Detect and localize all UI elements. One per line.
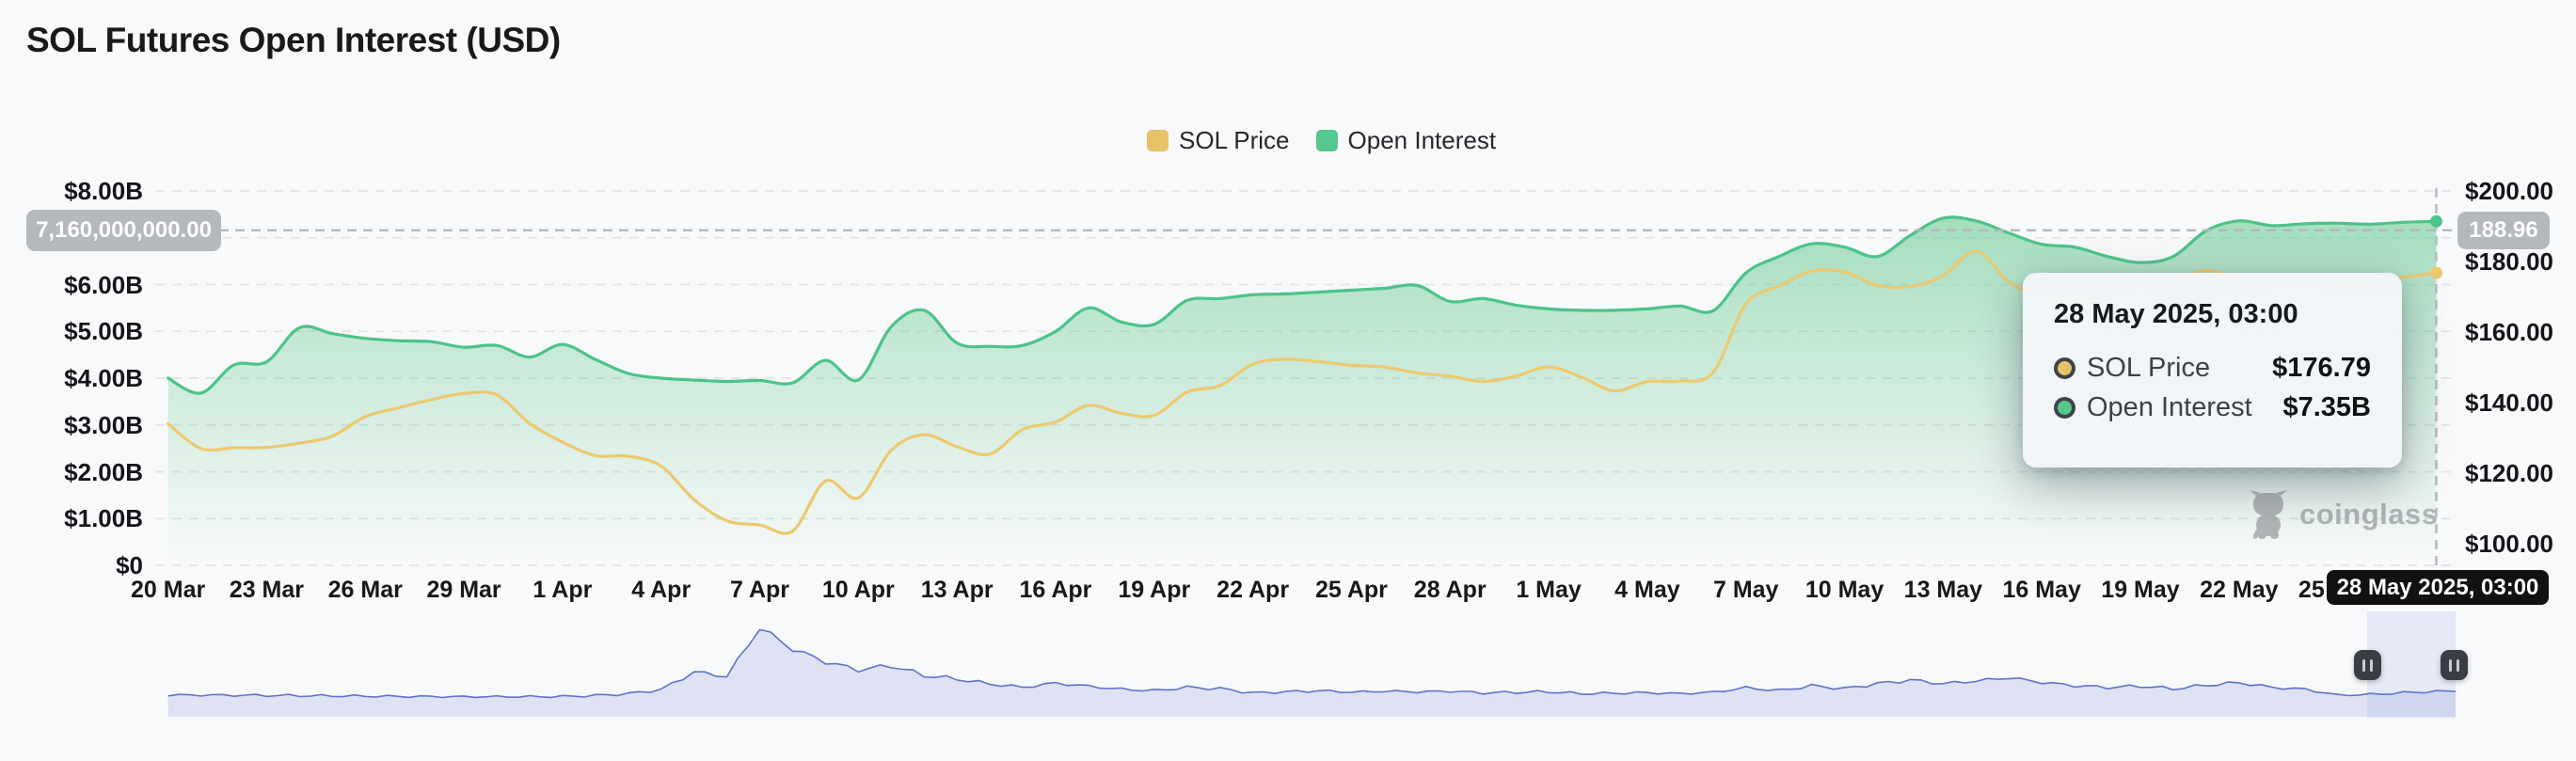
sol-price-marker-icon: [2054, 357, 2075, 379]
x-axis-label: 16 Apr: [1019, 577, 1092, 603]
x-axis-label: 19 Apr: [1118, 577, 1191, 603]
open-interest-marker-icon: [2054, 397, 2075, 419]
x-axis-label: 16 May: [2002, 577, 2081, 603]
x-axis-label: 28 Apr: [1413, 577, 1487, 603]
right-axis-label: $200.00: [2465, 177, 2553, 205]
coinglass-bull-icon: [2250, 490, 2287, 539]
navigator-line: [167, 628, 2457, 699]
tooltip-value-open-interest: $7.35B: [2282, 392, 2371, 422]
left-axis-label: $6.00B: [64, 270, 143, 299]
x-axis-label: 10 Apr: [821, 577, 895, 603]
left-axis-label: $5.00B: [64, 317, 143, 346]
open-interest-end-dot: [2430, 214, 2442, 228]
crosshair-date-label: 28 May 2025, 03:00: [2327, 570, 2549, 605]
legend-item-open-interest[interactable]: Open Interest: [1315, 126, 1497, 155]
tooltip-row-sol-price: SOL Price $176.79: [2054, 353, 2371, 384]
left-axis-label: $2.00B: [64, 457, 143, 486]
x-axis-label: 29 Mar: [426, 577, 501, 603]
watermark: coinglass: [2249, 489, 2439, 540]
x-axis-label: 20 Mar: [130, 577, 206, 603]
x-axis-label: 26 Mar: [327, 577, 403, 603]
left-axis-label: $1.00B: [64, 504, 143, 533]
crosshair-price-axis-label: 188.96: [2457, 212, 2550, 249]
tooltip-label-open-interest: Open Interest: [2087, 392, 2252, 422]
x-axis-label: 10 May: [1805, 577, 1884, 603]
tooltip-label-sol-price: SOL Price: [2087, 353, 2211, 383]
x-axis-label: 23 Mar: [229, 577, 305, 603]
navigator-area[interactable]: [167, 629, 2456, 717]
watermark-text: coinglass: [2299, 498, 2439, 531]
navigator-handle-right[interactable]: [2441, 650, 2468, 680]
open-interest-swatch-icon: [1315, 130, 1338, 151]
right-axis-label: $120.00: [2465, 459, 2553, 487]
open-interest-line: [167, 215, 2439, 395]
right-axis-label: $160.00: [2465, 318, 2553, 346]
tooltip: 28 May 2025, 03:00 SOL Price $176.79 Ope…: [2023, 273, 2402, 468]
x-axis-label: 7 May: [1712, 577, 1779, 603]
right-axis-label: $100.00: [2465, 530, 2553, 558]
x-axis-label: 19 May: [2101, 577, 2180, 603]
left-axis-label: $4.00B: [64, 364, 143, 392]
legend-label-open-interest: Open Interest: [1347, 126, 1497, 154]
sol-price-swatch-icon: [1147, 130, 1169, 151]
x-axis-label: 22 May: [2200, 577, 2279, 603]
x-axis-label: 4 May: [1614, 577, 1680, 603]
legend-item-sol-price[interactable]: SOL Price: [1147, 126, 1290, 155]
left-axis-label: $0: [116, 551, 143, 579]
page-title: SOL Futures Open Interest (USD): [26, 21, 561, 59]
x-axis-label: 1 Apr: [533, 577, 593, 603]
open-interest-area: [167, 216, 2437, 566]
right-axis-label: $140.00: [2465, 388, 2553, 417]
x-axis-label: 13 Apr: [920, 577, 994, 603]
x-axis-label: 25 Apr: [1314, 577, 1388, 603]
legend: SOL Price Open Interest: [1147, 126, 1496, 155]
x-axis-label: 7 Apr: [730, 577, 790, 603]
left-axis-label: $8.00B: [64, 177, 143, 205]
tooltip-row-open-interest: Open Interest $7.35B: [2054, 392, 2371, 423]
tooltip-date: 28 May 2025, 03:00: [2054, 299, 2298, 329]
crosshair-oi-axis-label: 7,160,000,000.00: [26, 210, 221, 251]
tooltip-value-sol-price: $176.79: [2272, 353, 2371, 383]
left-axis-label: $3.00B: [64, 410, 143, 439]
x-axis-label: 1 May: [1516, 577, 1582, 603]
navigator-handle-left[interactable]: [2354, 650, 2381, 680]
legend-label-sol-price: SOL Price: [1179, 126, 1290, 154]
sol-price-end-dot: [2430, 266, 2442, 279]
x-axis-label: 4 Apr: [631, 577, 692, 603]
x-axis-label: 13 May: [1903, 577, 1983, 603]
x-axis-label: 22 Apr: [1216, 577, 1290, 603]
right-axis-label: $180.00: [2465, 247, 2553, 276]
